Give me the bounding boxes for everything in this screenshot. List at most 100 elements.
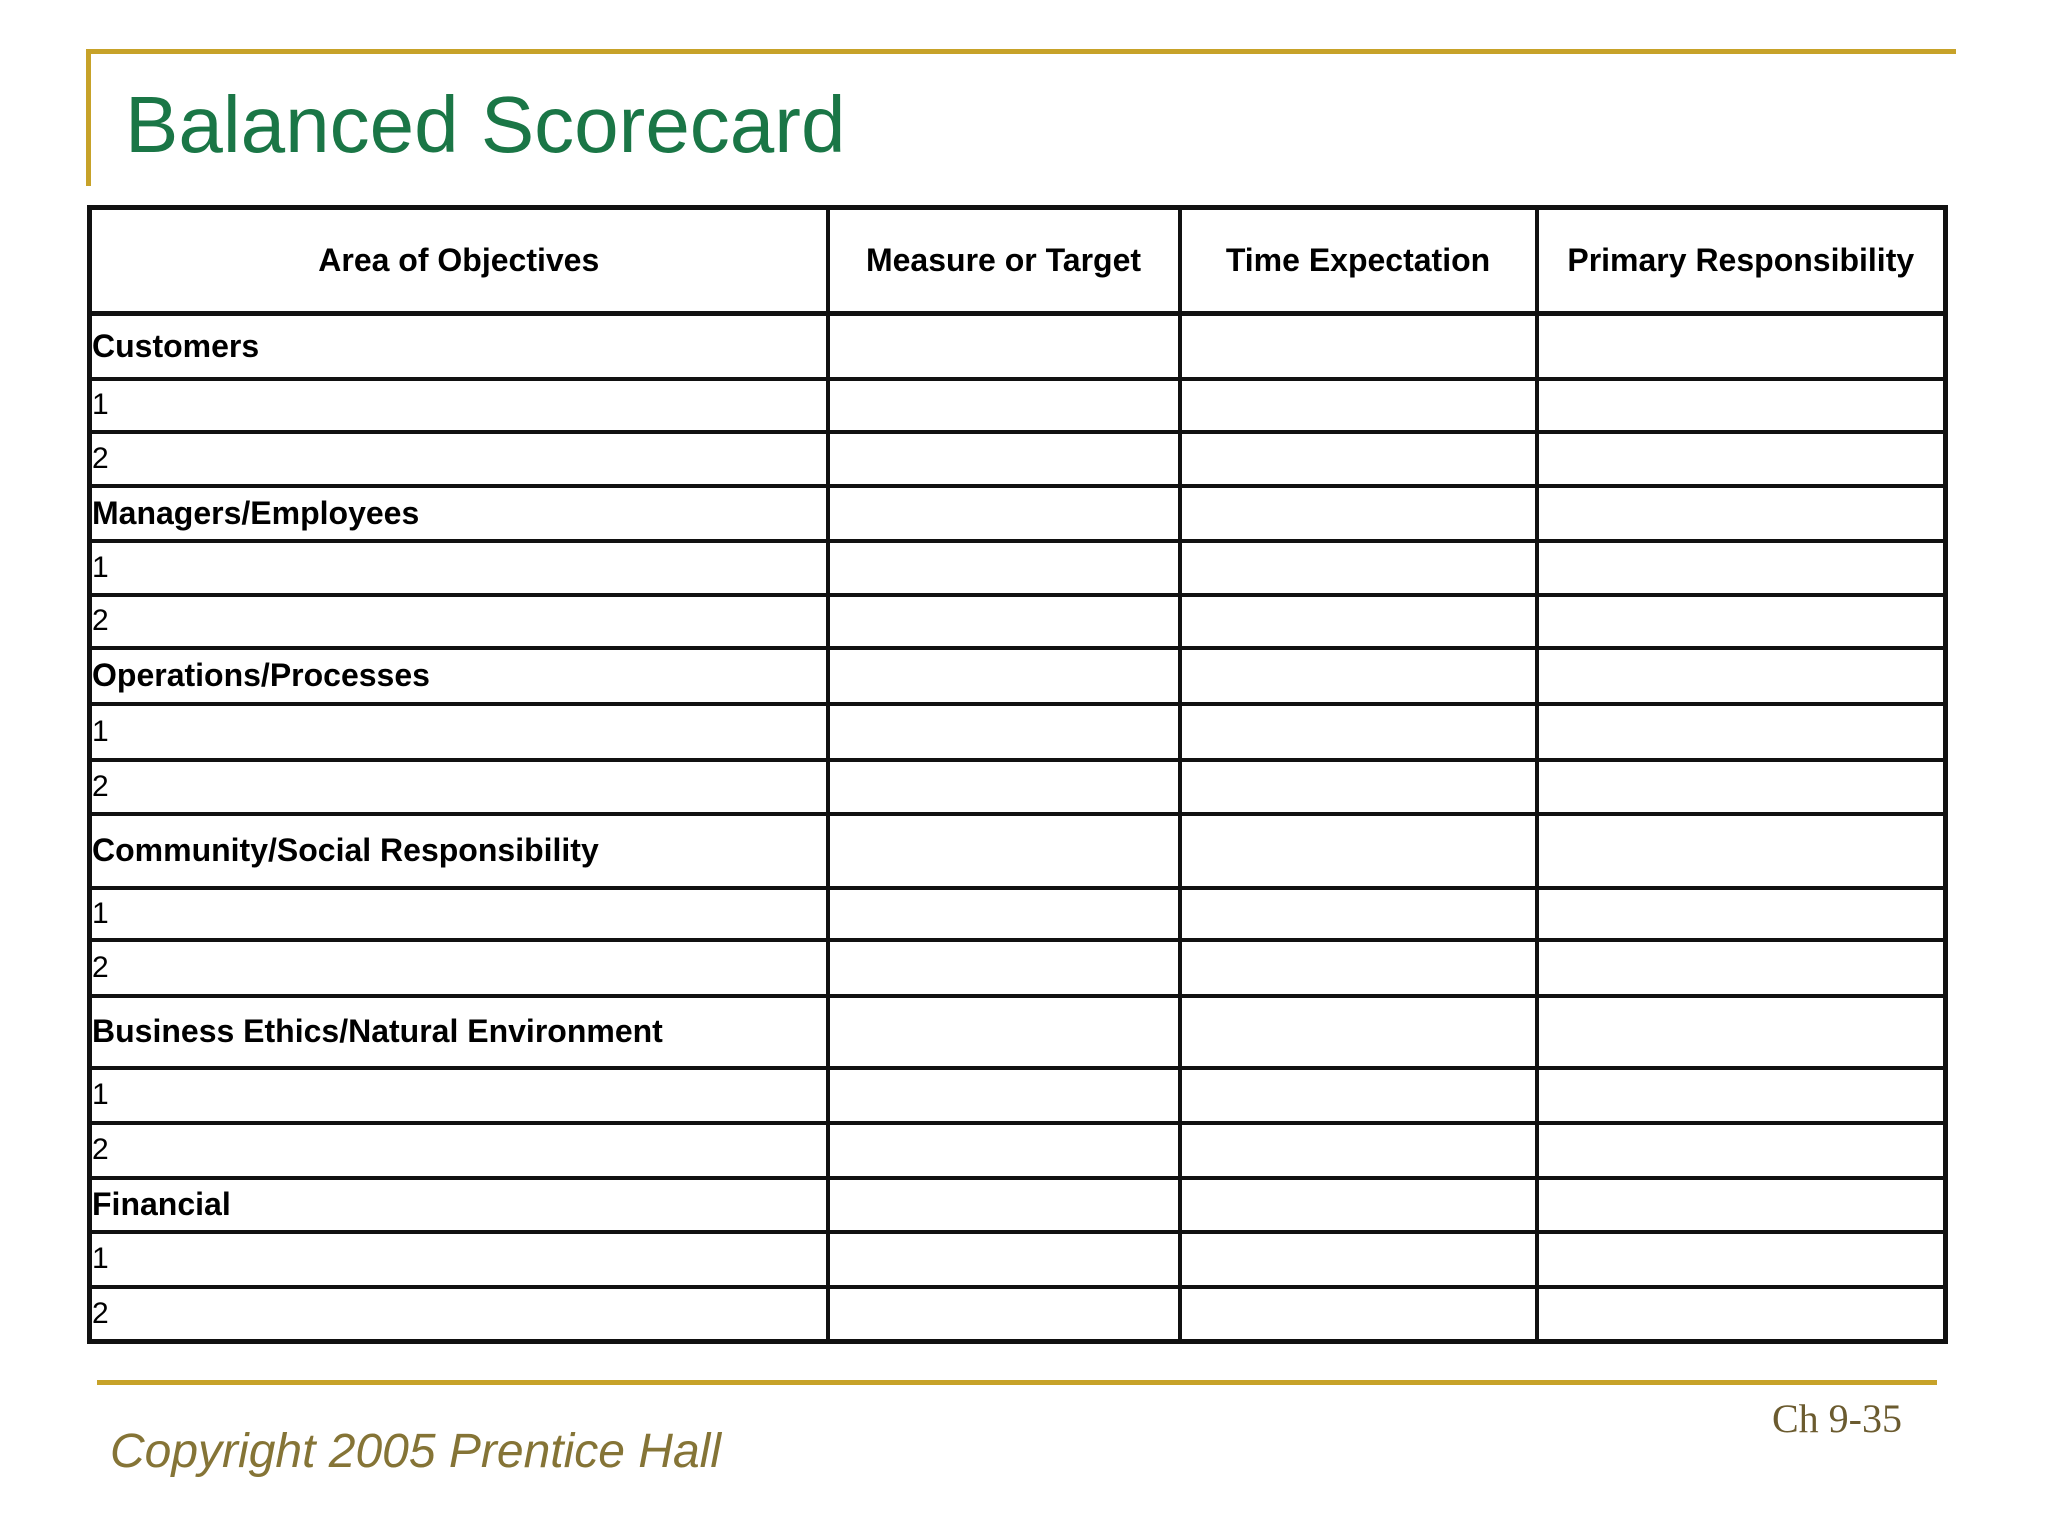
group-category-row: Financial bbox=[87, 1175, 1948, 1234]
group-item-row: 2 bbox=[87, 592, 1948, 650]
empty-cell bbox=[825, 811, 1182, 890]
empty-cell bbox=[1534, 483, 1948, 543]
category-cell: Financial bbox=[87, 1175, 830, 1234]
empty-cell bbox=[1534, 885, 1948, 942]
empty-cell bbox=[825, 483, 1182, 543]
group-item-row: 2 bbox=[87, 757, 1948, 816]
empty-cell bbox=[825, 645, 1182, 706]
item-number-cell: 2 bbox=[87, 1284, 830, 1344]
empty-cell bbox=[1177, 1284, 1539, 1344]
empty-cell bbox=[1177, 592, 1539, 650]
empty-cell bbox=[1177, 757, 1539, 816]
group-category-row: Business Ethics/Natural Environment bbox=[87, 993, 1948, 1070]
empty-cell bbox=[1177, 429, 1539, 488]
empty-cell bbox=[1177, 1065, 1539, 1125]
gold-top-rule bbox=[86, 49, 1956, 54]
item-number-cell: 1 bbox=[87, 701, 830, 762]
empty-cell bbox=[1177, 1229, 1539, 1289]
empty-cell bbox=[825, 1065, 1182, 1125]
empty-cell bbox=[1177, 311, 1539, 381]
slide-title: Balanced Scorecard bbox=[125, 80, 846, 169]
empty-cell bbox=[825, 311, 1182, 381]
chapter-page-label: Ch 9-35 bbox=[1772, 1396, 1902, 1441]
group-item-row: 2 bbox=[87, 1284, 1948, 1344]
empty-cell bbox=[1534, 538, 1948, 597]
balanced-scorecard-table: Area of Objectives Measure or Target Tim… bbox=[87, 205, 1948, 1344]
category-cell: Community/Social Responsibility bbox=[87, 811, 830, 890]
empty-cell bbox=[1534, 757, 1948, 816]
empty-cell bbox=[825, 1175, 1182, 1234]
empty-cell bbox=[1534, 1175, 1948, 1234]
col-header-primary-responsibility: Primary Responsibility bbox=[1534, 205, 1948, 316]
col-header-measure-or-target: Measure or Target bbox=[825, 205, 1182, 316]
empty-cell bbox=[825, 885, 1182, 942]
empty-cell bbox=[1534, 429, 1948, 488]
col-header-area-of-objectives: Area of Objectives bbox=[87, 205, 830, 316]
empty-cell bbox=[825, 376, 1182, 434]
gold-bottom-rule bbox=[97, 1380, 1937, 1385]
empty-cell bbox=[1177, 1175, 1539, 1234]
empty-cell bbox=[825, 701, 1182, 762]
category-cell: Customers bbox=[87, 311, 830, 381]
category-cell: Operations/Processes bbox=[87, 645, 830, 706]
empty-cell bbox=[1177, 701, 1539, 762]
empty-cell bbox=[1177, 538, 1539, 597]
group-category-row: Managers/Employees bbox=[87, 483, 1948, 543]
empty-cell bbox=[825, 937, 1182, 998]
empty-cell bbox=[1177, 937, 1539, 998]
item-number-cell: 1 bbox=[87, 885, 830, 942]
group-item-row: 1 bbox=[87, 1229, 1948, 1289]
gold-left-rule bbox=[86, 49, 91, 186]
empty-cell bbox=[1534, 937, 1948, 998]
empty-cell bbox=[1534, 701, 1948, 762]
group-item-row: 1 bbox=[87, 538, 1948, 597]
empty-cell bbox=[825, 993, 1182, 1070]
item-number-cell: 1 bbox=[87, 1229, 830, 1289]
item-number-cell: 1 bbox=[87, 376, 830, 434]
empty-cell bbox=[1534, 376, 1948, 434]
group-item-row: 2 bbox=[87, 937, 1948, 998]
empty-cell bbox=[1534, 1065, 1948, 1125]
group-item-row: 1 bbox=[87, 701, 1948, 762]
empty-cell bbox=[825, 429, 1182, 488]
group-item-row: 1 bbox=[87, 885, 1948, 942]
empty-cell bbox=[825, 1120, 1182, 1180]
empty-cell bbox=[1177, 483, 1539, 543]
group-category-row: Operations/Processes bbox=[87, 645, 1948, 706]
category-cell: Business Ethics/Natural Environment bbox=[87, 993, 830, 1070]
empty-cell bbox=[1534, 1120, 1948, 1180]
empty-cell bbox=[1177, 1120, 1539, 1180]
empty-cell bbox=[825, 757, 1182, 816]
col-header-time-expectation: Time Expectation bbox=[1177, 205, 1539, 316]
empty-cell bbox=[1534, 1284, 1948, 1344]
group-category-row: Customers bbox=[87, 311, 1948, 381]
empty-cell bbox=[1177, 885, 1539, 942]
empty-cell bbox=[825, 1229, 1182, 1289]
category-cell: Managers/Employees bbox=[87, 483, 830, 543]
item-number-cell: 2 bbox=[87, 429, 830, 488]
item-number-cell: 2 bbox=[87, 757, 830, 816]
copyright-text: Copyright 2005 Prentice Hall bbox=[110, 1425, 721, 1478]
empty-cell bbox=[1177, 376, 1539, 434]
header-row: Area of Objectives Measure or Target Tim… bbox=[87, 205, 1948, 316]
empty-cell bbox=[825, 592, 1182, 650]
group-item-row: 1 bbox=[87, 376, 1948, 434]
empty-cell bbox=[1534, 592, 1948, 650]
item-number-cell: 1 bbox=[87, 538, 830, 597]
empty-cell bbox=[1177, 811, 1539, 890]
empty-cell bbox=[1534, 311, 1948, 381]
group-category-row: Community/Social Responsibility bbox=[87, 811, 1948, 890]
empty-cell bbox=[1534, 645, 1948, 706]
group-item-row: 2 bbox=[87, 429, 1948, 488]
item-number-cell: 2 bbox=[87, 592, 830, 650]
empty-cell bbox=[825, 538, 1182, 597]
item-number-cell: 2 bbox=[87, 937, 830, 998]
empty-cell bbox=[1534, 811, 1948, 890]
empty-cell bbox=[1534, 993, 1948, 1070]
empty-cell bbox=[825, 1284, 1182, 1344]
group-item-row: 1 bbox=[87, 1065, 1948, 1125]
item-number-cell: 1 bbox=[87, 1065, 830, 1125]
empty-cell bbox=[1177, 993, 1539, 1070]
group-item-row: 2 bbox=[87, 1120, 1948, 1180]
